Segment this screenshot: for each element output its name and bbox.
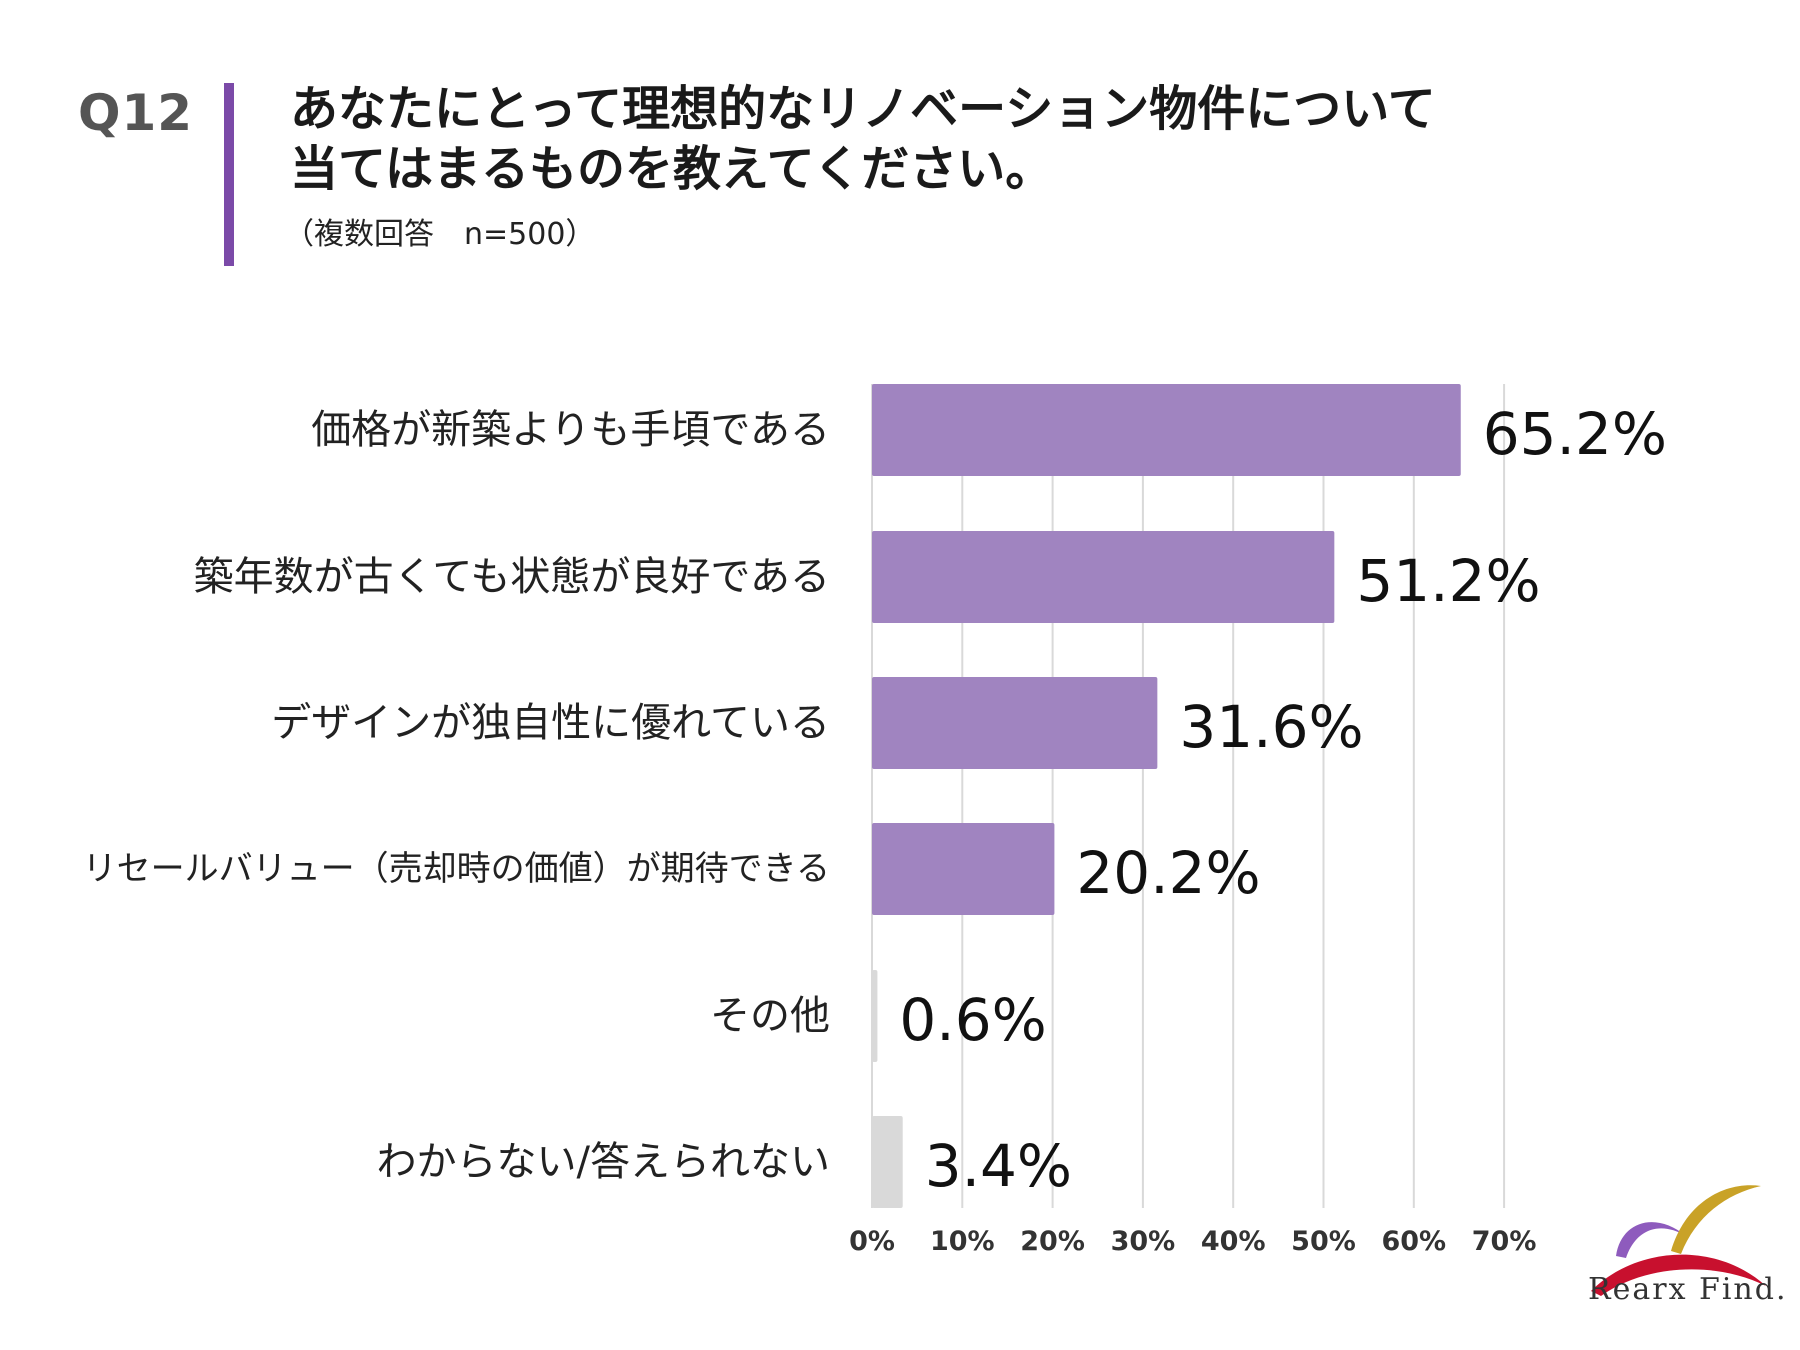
value-label: 65.2% xyxy=(1483,400,1667,468)
x-tick-label: 30% xyxy=(1111,1226,1176,1257)
category-label: その他 xyxy=(710,993,830,1039)
value-label: 31.6% xyxy=(1179,693,1363,761)
title-line-1: あなたにとって理想的なリノベーション物件について xyxy=(290,81,1436,137)
logo-text: Rearx Find. xyxy=(1588,1272,1788,1307)
x-tick-label: 60% xyxy=(1381,1226,1446,1257)
x-tick-label: 0% xyxy=(849,1226,895,1257)
bar xyxy=(872,823,1055,915)
x-tick-label: 70% xyxy=(1472,1226,1537,1257)
category-labels: 価格が新築よりも手頃である築年数が古くても状態が良好であるデザインが独自性に優れ… xyxy=(83,407,830,1185)
bar xyxy=(872,531,1335,623)
bar xyxy=(872,970,878,1062)
gridlines xyxy=(871,384,1506,1208)
bar xyxy=(872,677,1158,769)
value-label: 20.2% xyxy=(1076,839,1260,907)
page-title: あなたにとって理想的なリノベーション物件について 当てはまるものを教えてください… xyxy=(290,79,1590,199)
value-labels: 65.2% 51.2% 31.6% 20.2% 0.6% 3.4% xyxy=(899,400,1667,1200)
category-label: デザインが独自性に優れている xyxy=(271,700,830,746)
x-axis-ticks: 0% 10% 20% 30% 40% 50% 60% 70% xyxy=(849,1226,1536,1257)
category-label: 築年数が古くても状態が良好である xyxy=(194,554,830,600)
value-label: 0.6% xyxy=(899,986,1046,1054)
category-label: 価格が新築よりも手頃である xyxy=(311,407,830,453)
bar xyxy=(872,1116,903,1208)
subtitle-sample-size: （複数回答 n=500） xyxy=(284,217,596,252)
x-tick-label: 20% xyxy=(1020,1226,1085,1257)
bars xyxy=(872,384,1461,1208)
question-number: Q12 xyxy=(78,84,194,142)
x-tick-label: 50% xyxy=(1291,1226,1356,1257)
x-tick-label: 40% xyxy=(1201,1226,1266,1257)
x-tick-label: 10% xyxy=(930,1226,995,1257)
value-label: 3.4% xyxy=(925,1132,1072,1200)
category-label: わからない/答えられない xyxy=(377,1139,830,1185)
rearx-find-logo-mark xyxy=(1591,1185,1766,1296)
category-label: リセールバリュー（売却時の価値）が期待できる xyxy=(83,849,830,889)
title-accent-bar xyxy=(224,83,234,266)
title-line-2: 当てはまるものを教えてください。 xyxy=(290,141,1054,197)
value-label: 51.2% xyxy=(1356,547,1540,615)
bar xyxy=(872,384,1461,476)
